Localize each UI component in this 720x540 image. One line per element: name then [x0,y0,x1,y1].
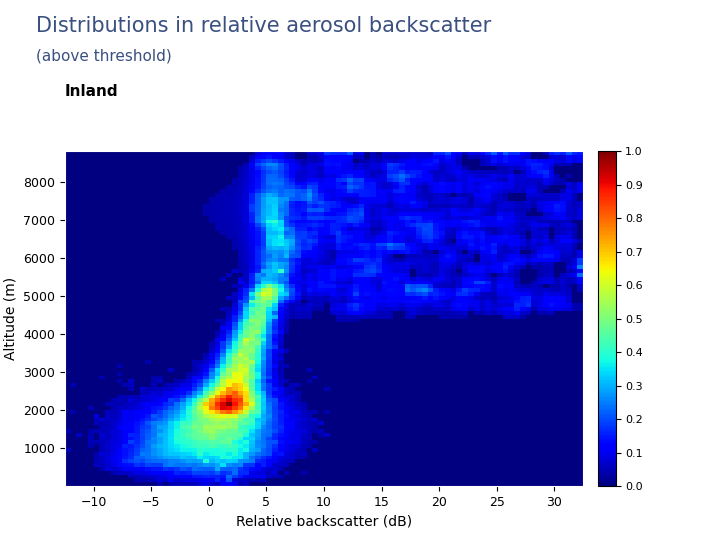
Text: (above threshold): (above threshold) [36,49,172,64]
Text: Distributions in relative aerosol backscatter: Distributions in relative aerosol backsc… [36,16,491,36]
Y-axis label: Altitude (m): Altitude (m) [4,277,17,360]
X-axis label: Relative backscatter (dB): Relative backscatter (dB) [236,514,412,528]
Text: Inland: Inland [65,84,118,99]
